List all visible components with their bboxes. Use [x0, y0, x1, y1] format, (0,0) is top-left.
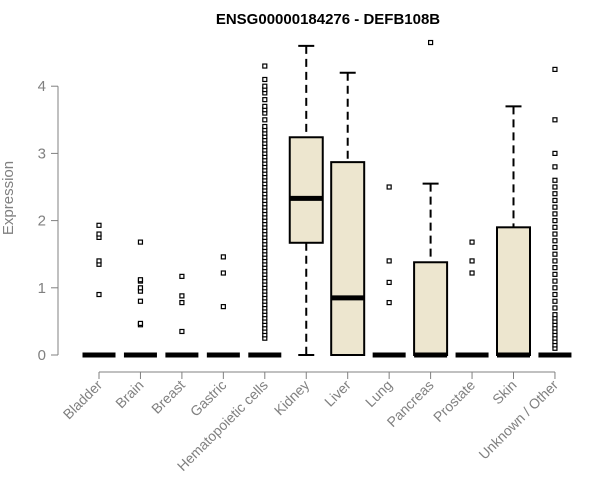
outlier-point	[262, 117, 268, 123]
outlier-point	[262, 103, 268, 109]
outlier-point	[220, 270, 226, 276]
y-tick-label: 4	[38, 78, 46, 95]
outlier-point	[552, 265, 558, 271]
outlier-point	[137, 298, 144, 304]
outlier-point	[96, 222, 102, 228]
outlier-point	[552, 298, 558, 304]
outlier-point	[552, 278, 558, 284]
outlier-point	[552, 238, 558, 244]
x-tick-label: Skin	[489, 377, 520, 408]
box-group	[496, 105, 531, 358]
outlier-point	[552, 251, 558, 257]
chart-title: ENSG00000184276 - DEFB108B	[216, 11, 440, 28]
outlier-point	[469, 270, 475, 276]
box-group	[165, 273, 199, 358]
outlier-point	[262, 83, 268, 89]
outlier-point	[137, 277, 144, 283]
outlier-point	[552, 204, 558, 210]
box-iqr	[288, 136, 324, 244]
outlier-point	[220, 254, 226, 260]
outlier-point	[552, 191, 558, 197]
x-tick-label: Brain	[112, 377, 146, 411]
outlier-point	[179, 293, 185, 299]
x-tick-label: Prostate	[430, 377, 478, 425]
y-tick-label: 0	[38, 347, 46, 364]
outlier-point	[552, 197, 558, 204]
outlier-point	[552, 305, 558, 311]
x-tick-label: Liver	[321, 377, 354, 410]
box-series	[82, 39, 572, 358]
outlier-point	[386, 258, 392, 264]
outlier-point	[262, 63, 268, 69]
box-iqr	[496, 226, 531, 357]
outlier-point	[262, 123, 268, 130]
outlier-point	[552, 312, 558, 318]
outlier-point	[386, 279, 392, 286]
box-group	[123, 239, 157, 358]
y-tick-label: 2	[38, 213, 46, 230]
outlier-point	[220, 304, 226, 310]
outlier-point	[137, 320, 144, 327]
box-iqr	[330, 161, 366, 356]
outlier-point	[552, 150, 558, 156]
x-tick-label: Breast	[148, 377, 188, 417]
outlier-point	[552, 177, 558, 183]
y-tick-label: 3	[38, 145, 46, 162]
box-group	[248, 63, 282, 358]
outlier-point	[552, 271, 558, 277]
outlier-point	[262, 97, 268, 103]
y-axis: 0 1 2 3 4	[38, 78, 59, 364]
outlier-point	[552, 211, 558, 217]
x-tick-label: Kidney	[271, 377, 313, 419]
outlier-point	[552, 285, 558, 291]
outlier-point	[552, 184, 558, 190]
outlier-point	[469, 258, 475, 264]
box-group	[413, 39, 449, 358]
box-group	[206, 254, 240, 358]
outlier-point	[96, 231, 102, 237]
outlier-point	[469, 239, 475, 245]
outlier-point	[552, 244, 558, 251]
outlier-point	[386, 184, 392, 190]
outlier-point	[552, 164, 558, 170]
x-tick-label: Unknown / Other	[475, 377, 561, 463]
outlier-point	[96, 291, 102, 298]
outlier-point	[386, 299, 392, 306]
box-group	[538, 66, 572, 358]
box-group	[455, 239, 489, 358]
outlier-point	[552, 258, 558, 264]
outlier-point	[179, 273, 185, 279]
outlier-point	[552, 224, 558, 230]
box-group	[82, 222, 116, 358]
box-group	[372, 184, 406, 358]
box-group	[330, 71, 366, 356]
outlier-point	[552, 117, 558, 123]
outlier-point	[552, 218, 558, 224]
outlier-point	[137, 239, 144, 245]
outlier-point	[552, 66, 558, 73]
box-group	[288, 44, 324, 356]
outlier-point	[137, 285, 144, 291]
box-iqr	[413, 261, 449, 357]
outlier-point	[552, 231, 558, 237]
outlier-point	[179, 328, 185, 335]
x-tick-label: Bladder	[60, 377, 106, 423]
outlier-point	[262, 76, 268, 83]
outlier-point	[428, 39, 434, 46]
y-axis-label: Expression	[0, 161, 17, 235]
outlier-point	[96, 258, 102, 264]
y-tick-label: 1	[38, 280, 46, 297]
outlier-point	[179, 299, 185, 306]
outlier-point	[552, 291, 558, 298]
x-tick-label: Lung	[362, 377, 395, 410]
